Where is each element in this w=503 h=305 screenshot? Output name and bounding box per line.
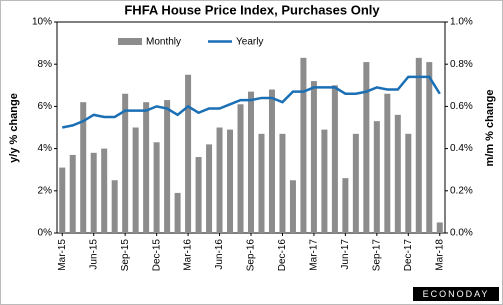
y2-tick-label: 0.4% [450,143,473,154]
bar [352,133,359,233]
bar [90,152,97,233]
bar [164,100,171,233]
bar [195,157,202,233]
x-tick-label: Sep-15 [120,239,131,272]
x-tick-label: Dec-16 [277,239,288,272]
x-tick-label: Dec-15 [151,239,162,272]
bar [415,57,422,234]
y-tick-label: 6% [38,101,53,112]
bar [321,129,328,233]
bar [436,222,443,233]
y2-tick-label: 1.0% [450,17,473,28]
chart-title: FHFA House Price Index, Purchases Only [124,2,380,17]
bar [248,91,254,233]
bar [69,154,76,233]
bar [185,74,192,233]
y2-tick-label: 0.0% [450,228,473,239]
line [61,75,441,129]
x-tick-label: Jun-17 [340,239,351,270]
bar [153,142,160,233]
y2-tick-label: 0.6% [450,101,473,112]
bar [331,85,338,233]
x-tick-label: Mar-18 [434,239,445,271]
bar [237,104,244,233]
x-tick-label: Jun-16 [214,239,225,270]
legend-label: Yearly [236,37,263,48]
bar [300,57,307,234]
y-axis-title: y/y % change [8,93,20,163]
x-tick-label: Mar-17 [309,239,320,271]
bar [342,178,349,233]
y-tick-label: 0% [38,228,53,239]
bar [268,89,275,234]
bar [405,133,412,233]
y2-tick-label: 0.2% [450,185,473,196]
x-tick-label: Mar-15 [57,239,68,271]
logo-box [413,287,499,301]
bar [310,81,317,233]
bar [132,127,139,233]
bar [289,180,296,233]
bar [122,93,129,234]
bar [143,102,150,234]
bar [258,133,265,233]
bar [206,144,213,233]
bar [101,148,108,233]
bar [174,192,181,233]
bar [80,102,87,234]
x-tick-label: Sep-16 [246,239,257,272]
y-tick-label: 4% [38,143,53,154]
x-tick-label: Mar-16 [183,239,194,271]
bar [111,180,118,233]
y2-tick-label: 0.8% [450,59,473,70]
y2-axis-title: m/m % change [484,89,496,166]
bar [227,129,234,233]
y-tick-label: 2% [38,185,53,196]
y-tick-label: 10% [32,17,52,28]
bar [279,133,286,233]
bar [216,127,223,233]
x-tick-label: Jun-15 [88,239,99,270]
bar [426,62,433,234]
legend-swatch [118,38,142,45]
y-tick-label: 8% [38,59,53,70]
x-tick-label: Dec-17 [403,239,414,272]
bar [59,167,66,233]
logo: ECONODAY [423,289,490,299]
bar [373,121,380,233]
bar [384,93,391,234]
legend-label: Monthly [146,37,181,48]
x-tick-label: Sep-17 [371,239,382,272]
bar [363,62,370,234]
bar [394,114,401,233]
